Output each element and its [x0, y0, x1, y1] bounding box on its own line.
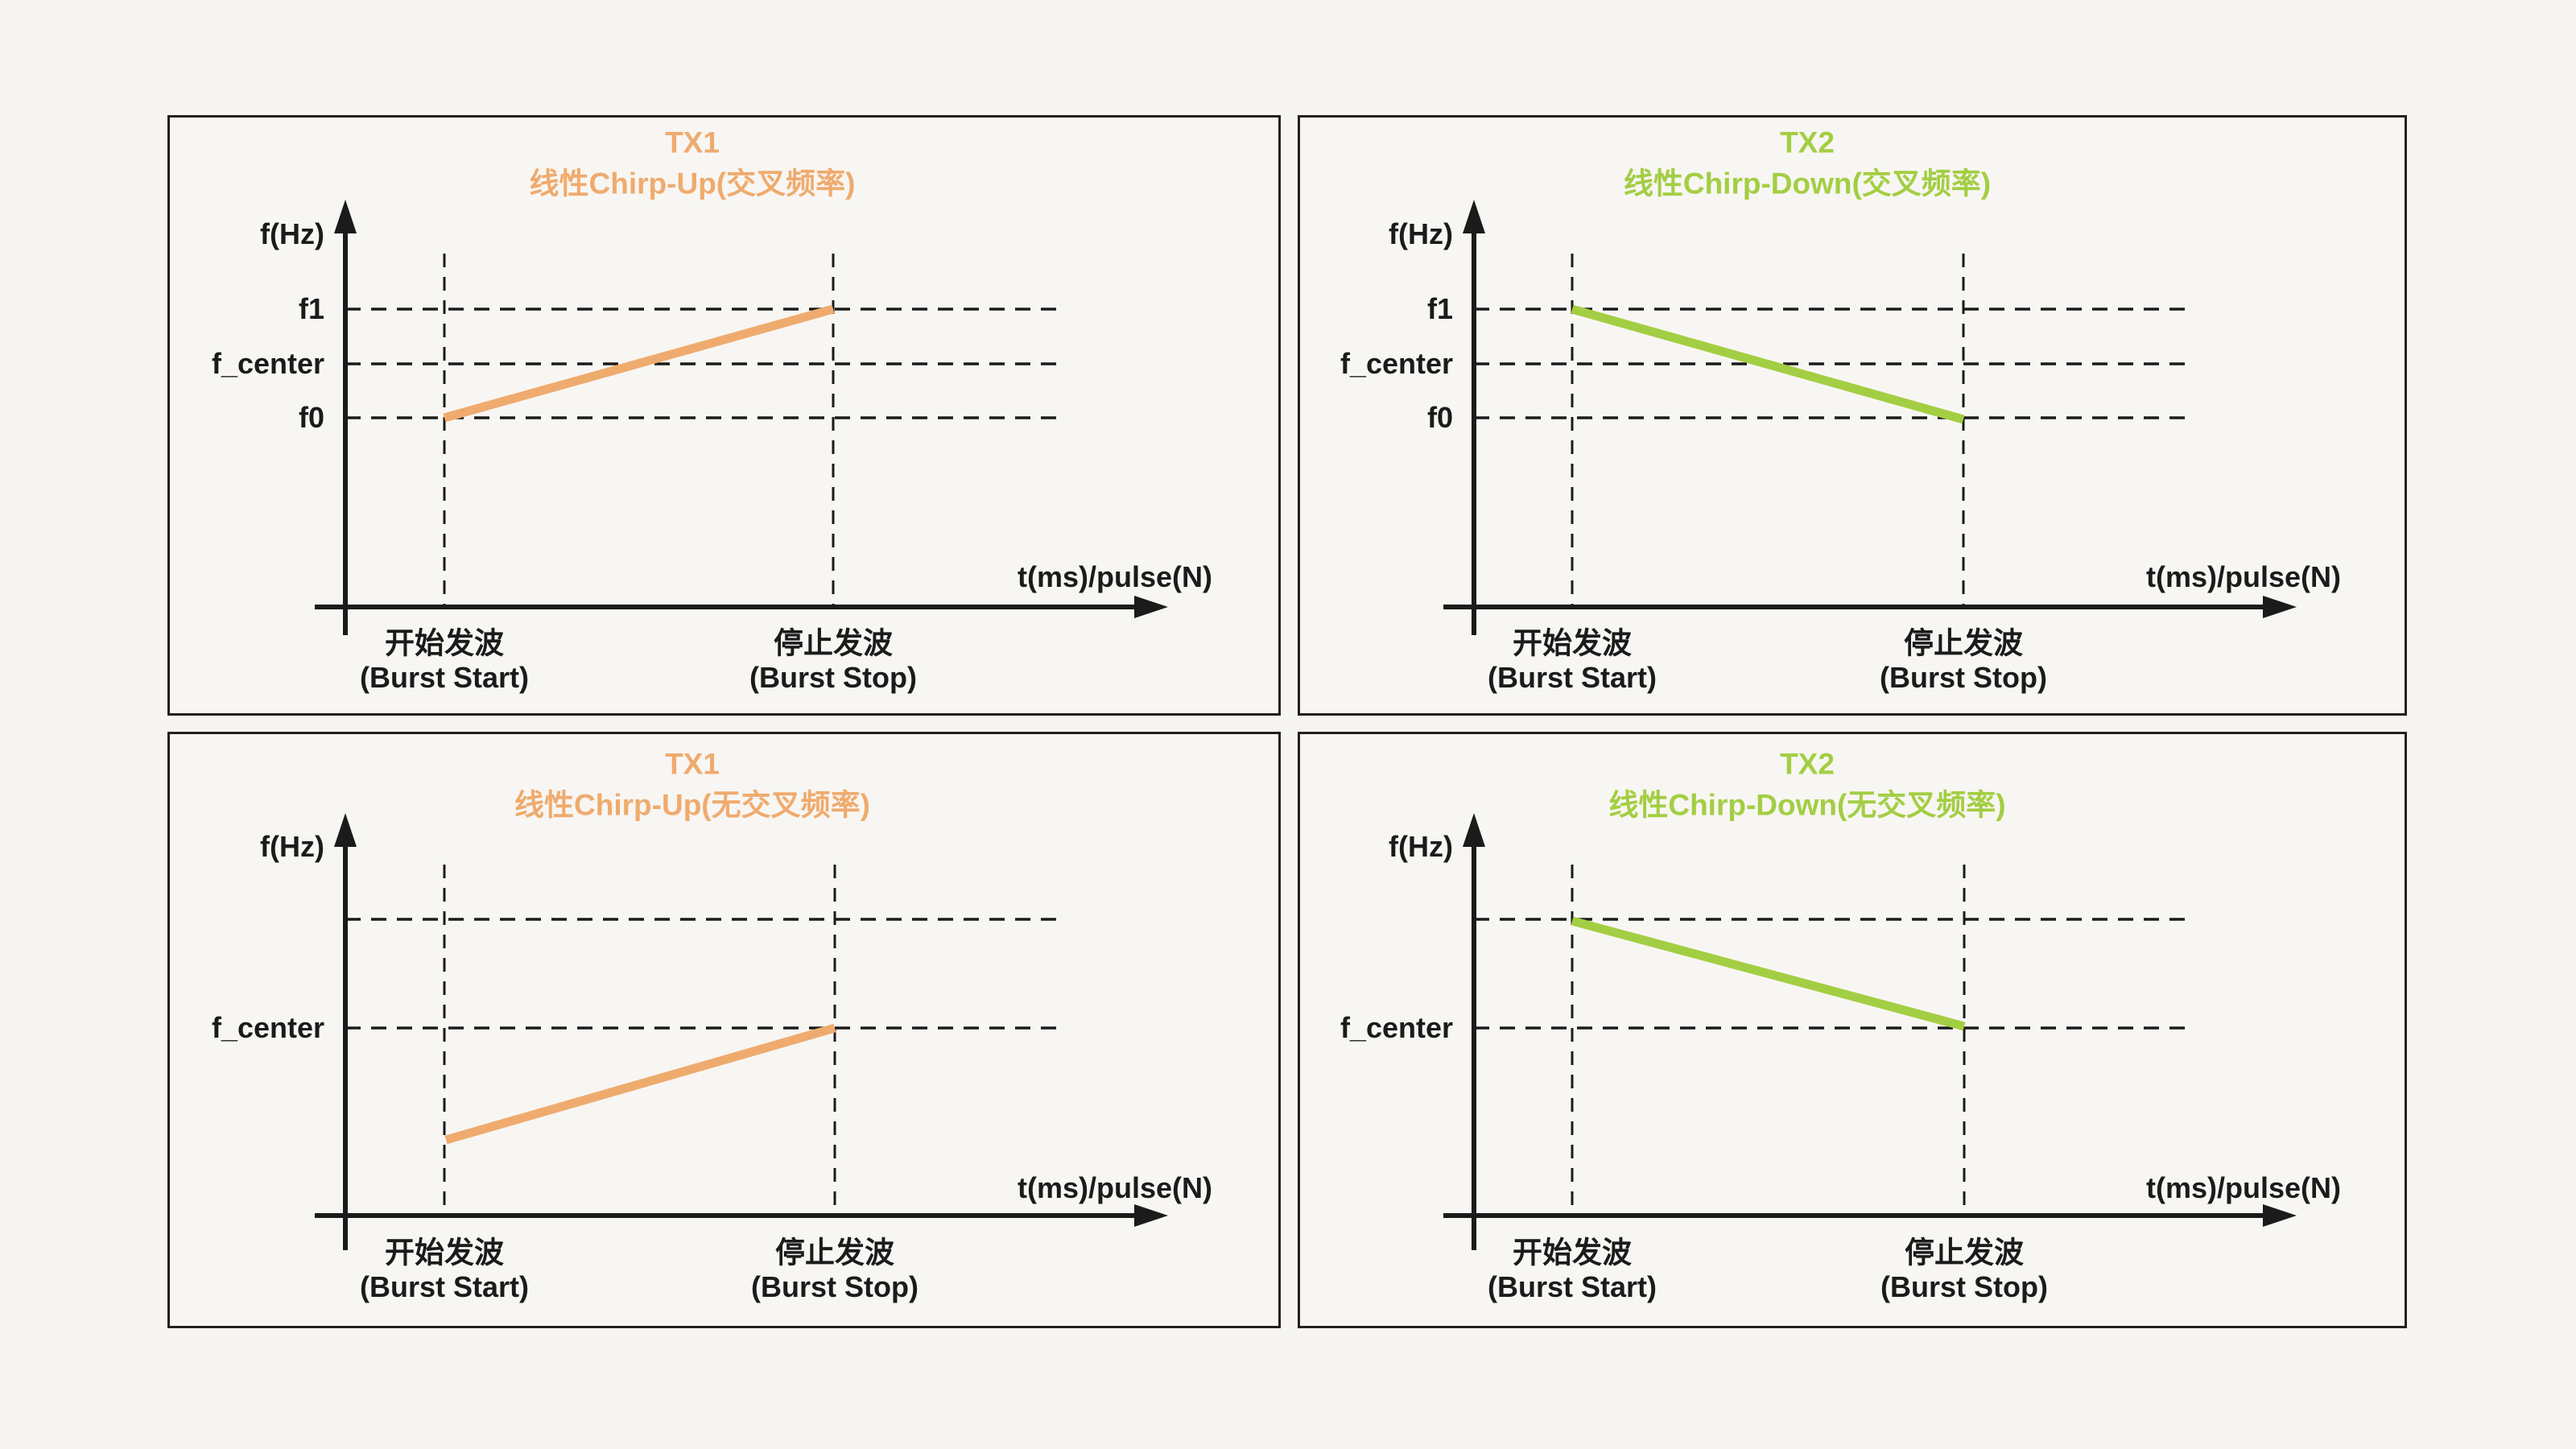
x-axis-arrow-icon	[1134, 1204, 1168, 1227]
burst-stop-label-zh: 停止发波	[1904, 626, 2023, 660]
y-tick-f-center: f_center	[211, 1011, 324, 1044]
burst-start-label-en: (Burst Start)	[1487, 661, 1657, 694]
burst-stop-label-zh: 停止发波	[1905, 1236, 2024, 1269]
burst-stop-label-en: (Burst Stop)	[1880, 1270, 2048, 1303]
panel-tx2-chirp-down-cross: TX2 线性Chirp-Down(交叉频率) f(Hz) f1 f_center…	[1298, 115, 2407, 716]
y-axis-label: f(Hz)	[260, 217, 324, 250]
burst-stop-label-en: (Burst Stop)	[751, 1270, 919, 1303]
y-tick-f1: f1	[298, 292, 324, 325]
y-axis-arrow-icon	[334, 200, 357, 233]
x-axis-arrow-icon	[1134, 596, 1168, 618]
x-axis-arrow-icon	[2263, 1204, 2297, 1227]
chirp-plot-svg	[315, 200, 1168, 635]
y-axis-arrow-icon	[1463, 813, 1485, 847]
y-tick-f1: f1	[1426, 292, 1453, 325]
panel-title-tx: TX2	[1780, 126, 1835, 159]
panel-tx1-chirp-up-nocross: TX1 线性Chirp-Up(无交叉频率) f(Hz) f_center t(m…	[167, 732, 1281, 1328]
x-axis-label: t(ms)/pulse(N)	[2146, 560, 2341, 593]
burst-start-label-zh: 开始发波	[385, 626, 504, 660]
panel-title-desc: 线性Chirp-Up(无交叉频率)	[514, 788, 870, 822]
burst-start-label-zh: 开始发波	[385, 1236, 504, 1269]
panel-title-tx: TX1	[665, 126, 720, 159]
y-axis-label: f(Hz)	[1389, 217, 1453, 250]
x-axis-label: t(ms)/pulse(N)	[1018, 1171, 1212, 1204]
panel-tx2-chirp-down-nocross: TX2 线性Chirp-Down(无交叉频率) f(Hz) f_center t…	[1298, 732, 2407, 1328]
panel-title-desc: 线性Chirp-Up(交叉频率)	[529, 167, 856, 200]
chirp-plot-svg	[1443, 200, 2297, 635]
burst-start-label-en: (Burst Start)	[359, 661, 530, 694]
panel-title-tx: TX2	[1780, 747, 1835, 781]
burst-start-label-zh: 开始发波	[1513, 1236, 1632, 1269]
burst-stop-label-zh: 停止发波	[775, 1236, 894, 1269]
y-tick-f-center: f_center	[1340, 347, 1453, 380]
chirp-line	[1571, 916, 1966, 1031]
burst-stop-label-en: (Burst Stop)	[1880, 661, 2047, 694]
y-tick-f-center: f_center	[1340, 1011, 1453, 1044]
panel-title-tx: TX1	[665, 747, 720, 781]
x-axis-label: t(ms)/pulse(N)	[2146, 1171, 2341, 1204]
y-tick-f0: f0	[1426, 401, 1453, 434]
y-axis-arrow-icon	[1463, 200, 1485, 233]
chirp-line	[1571, 304, 1965, 424]
y-axis-arrow-icon	[334, 813, 357, 847]
y-axis-label: f(Hz)	[260, 830, 324, 863]
chirp-line	[443, 304, 835, 423]
panel-title-desc: 线性Chirp-Down(交叉频率)	[1623, 167, 1992, 200]
y-tick-f0: f0	[298, 401, 324, 434]
chirp-plot-svg	[315, 813, 1168, 1250]
burst-start-label-en: (Burst Start)	[1487, 1270, 1657, 1303]
burst-start-label-en: (Burst Start)	[359, 1270, 530, 1303]
x-axis-arrow-icon	[2263, 596, 2297, 618]
y-axis-label: f(Hz)	[1389, 830, 1453, 863]
chirp-plot-svg	[1443, 813, 2297, 1250]
y-tick-f-center: f_center	[211, 347, 324, 380]
burst-stop-label-zh: 停止发波	[774, 626, 893, 660]
burst-stop-label-en: (Burst Stop)	[749, 661, 917, 694]
burst-start-label-zh: 开始发波	[1513, 626, 1632, 660]
x-axis-label: t(ms)/pulse(N)	[1018, 560, 1212, 593]
chirp-line	[444, 1023, 836, 1145]
panel-tx1-chirp-up-cross: TX1 线性Chirp-Up(交叉频率) f(Hz) f1 f_center f…	[167, 115, 1281, 716]
panel-title-desc: 线性Chirp-Down(无交叉频率)	[1608, 788, 2006, 822]
